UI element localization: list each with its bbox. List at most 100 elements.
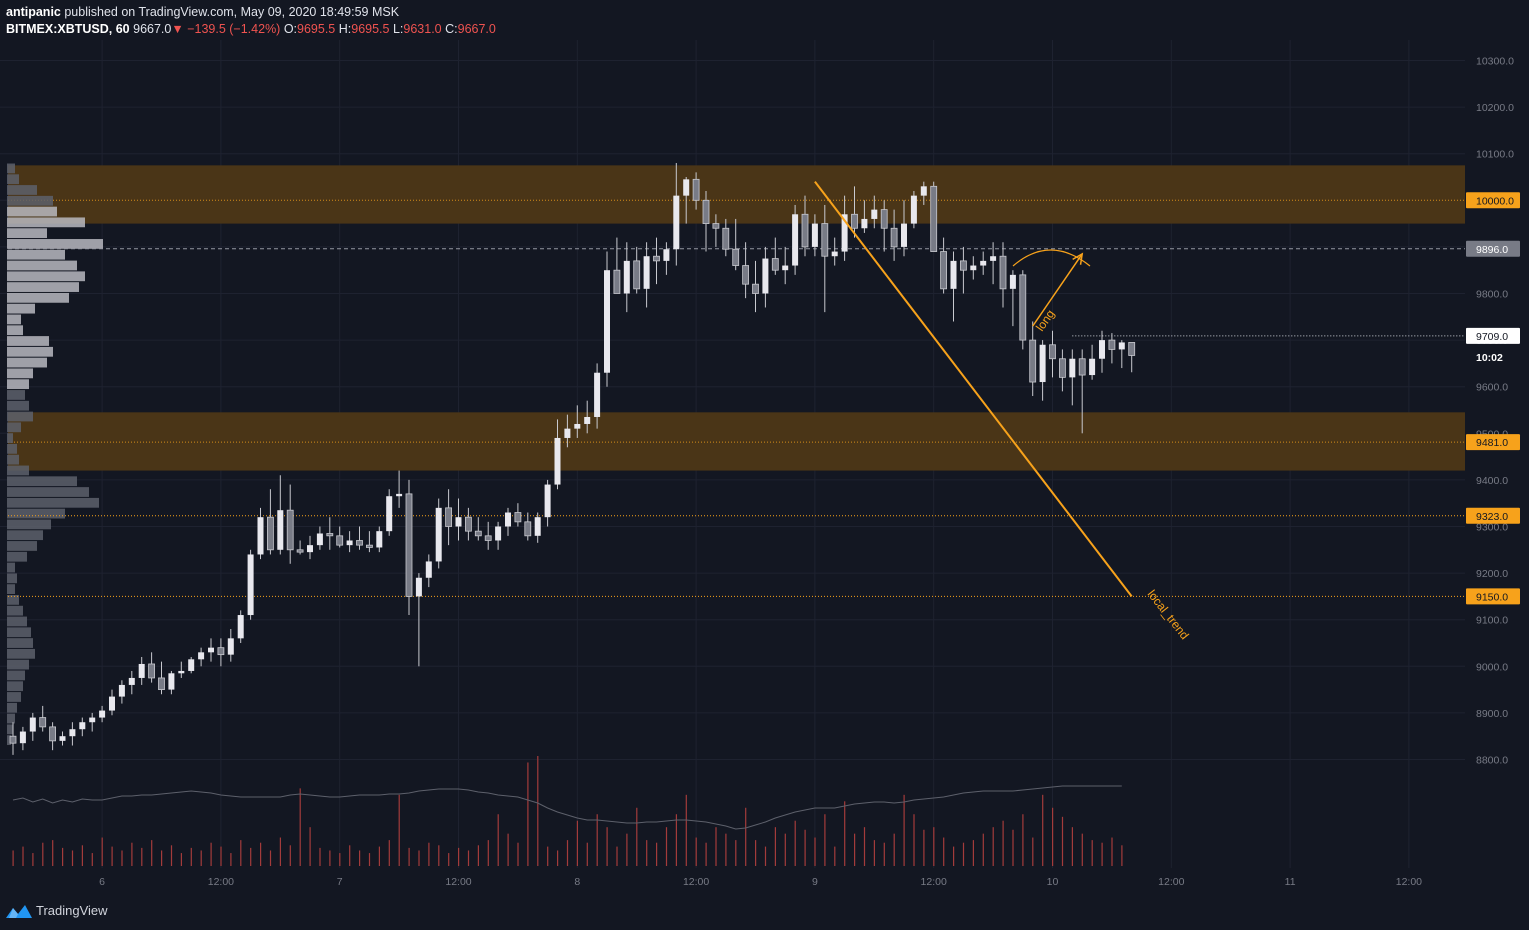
volume-bar	[240, 840, 242, 866]
x-tick-label: 8	[574, 876, 580, 888]
candle	[266, 516, 274, 551]
candle	[346, 540, 353, 546]
volume-bar	[755, 840, 757, 866]
volume-bar	[467, 850, 470, 866]
volume-profile-bar	[7, 443, 17, 454]
volume-profile-bar	[7, 422, 21, 433]
candle	[890, 227, 898, 248]
volume-bar	[764, 846, 767, 866]
volume-bar	[200, 850, 202, 866]
candle	[722, 227, 730, 250]
chart-header: antipanic published on TradingView.com, …	[6, 4, 496, 38]
volume-profile-bar	[7, 692, 21, 702]
candle	[386, 496, 393, 532]
volume-bar	[22, 846, 24, 866]
volume-bar	[953, 846, 955, 866]
candle	[365, 544, 373, 548]
volume-profile-bar	[7, 357, 47, 368]
volume-profile-bar	[7, 185, 37, 195]
volume-bar	[705, 842, 707, 866]
x-tick-label: 12:00	[921, 876, 947, 888]
candle	[495, 526, 502, 541]
volume-bar	[1081, 833, 1083, 866]
volume-profile-bar	[7, 476, 77, 487]
volume-bar	[161, 850, 163, 866]
candle	[880, 209, 888, 229]
volume-bar	[725, 833, 727, 866]
candle	[109, 696, 115, 711]
high-label: H:	[338, 22, 352, 36]
y-tick-label: 10100.0	[1476, 149, 1514, 161]
volume-bar	[250, 847, 252, 866]
volume-bar	[388, 840, 390, 866]
candle	[960, 260, 967, 271]
candle	[484, 535, 492, 541]
volume-bar	[883, 842, 885, 866]
candle	[594, 372, 601, 417]
volume-profile-bar	[7, 325, 23, 336]
candle	[237, 615, 244, 639]
candle	[702, 199, 710, 225]
candle	[128, 677, 135, 685]
candle	[950, 260, 957, 289]
candle	[1089, 358, 1096, 376]
candle	[316, 533, 323, 546]
candle	[801, 213, 809, 248]
candle	[198, 652, 205, 660]
candle	[544, 484, 551, 518]
volume-bar	[913, 814, 915, 866]
down-arrow-icon: ▼	[171, 22, 184, 36]
candle	[158, 677, 165, 691]
volume-profile-bar	[7, 487, 89, 497]
symbol-name[interactable]: BITMEX:XBTUSD, 60	[6, 22, 130, 36]
y-tick-label: 9300.0	[1476, 522, 1508, 534]
long-label: long	[1033, 307, 1057, 334]
y-tick-label: 9800.0	[1476, 289, 1508, 301]
volume-bar	[309, 827, 311, 866]
y-tick-label: 10300.0	[1476, 56, 1514, 68]
volume-bar	[774, 827, 776, 866]
volume-profile-bar	[7, 584, 15, 595]
candle	[841, 214, 848, 252]
volume-profile-bar	[7, 551, 27, 562]
candle	[49, 726, 56, 742]
volume-bar	[1012, 829, 1014, 866]
candle	[851, 213, 858, 229]
price-tag-label: 9709.0	[1476, 331, 1508, 343]
volume-bar	[52, 840, 54, 866]
candle	[633, 260, 641, 290]
volume-bar	[685, 794, 687, 866]
volume-bar	[111, 846, 113, 866]
candle	[29, 717, 36, 732]
candle	[1118, 342, 1125, 350]
volume-bar	[368, 853, 371, 866]
volume-profile-bar	[7, 519, 51, 530]
volume-bar	[656, 842, 658, 866]
brand[interactable]: TradingView	[6, 903, 108, 918]
volume-bar	[101, 837, 103, 866]
volume-bar	[646, 840, 648, 866]
x-tick-label: 12:00	[208, 876, 234, 888]
candle	[901, 223, 907, 247]
y-tick-label: 9000.0	[1476, 661, 1508, 673]
volume-bar	[586, 842, 588, 866]
volume-bar	[507, 833, 509, 866]
candle	[435, 507, 442, 562]
volume-profile-bar	[7, 314, 21, 325]
volume-bar	[220, 846, 222, 866]
volume-bar	[91, 853, 93, 866]
volume-bar	[735, 840, 737, 866]
candle	[1009, 274, 1016, 289]
price-tag-label: 9481.0	[1476, 437, 1508, 449]
volume-profile-bar	[7, 541, 37, 551]
volume-bar	[319, 847, 321, 866]
volume-bar	[418, 850, 420, 866]
candle	[514, 512, 522, 523]
author-name[interactable]: antipanic	[6, 5, 61, 19]
candle	[831, 251, 838, 257]
candle	[188, 659, 195, 671]
price-tag-label: 9323.0	[1476, 511, 1508, 523]
volume-bar	[131, 842, 133, 866]
candle	[782, 265, 789, 271]
